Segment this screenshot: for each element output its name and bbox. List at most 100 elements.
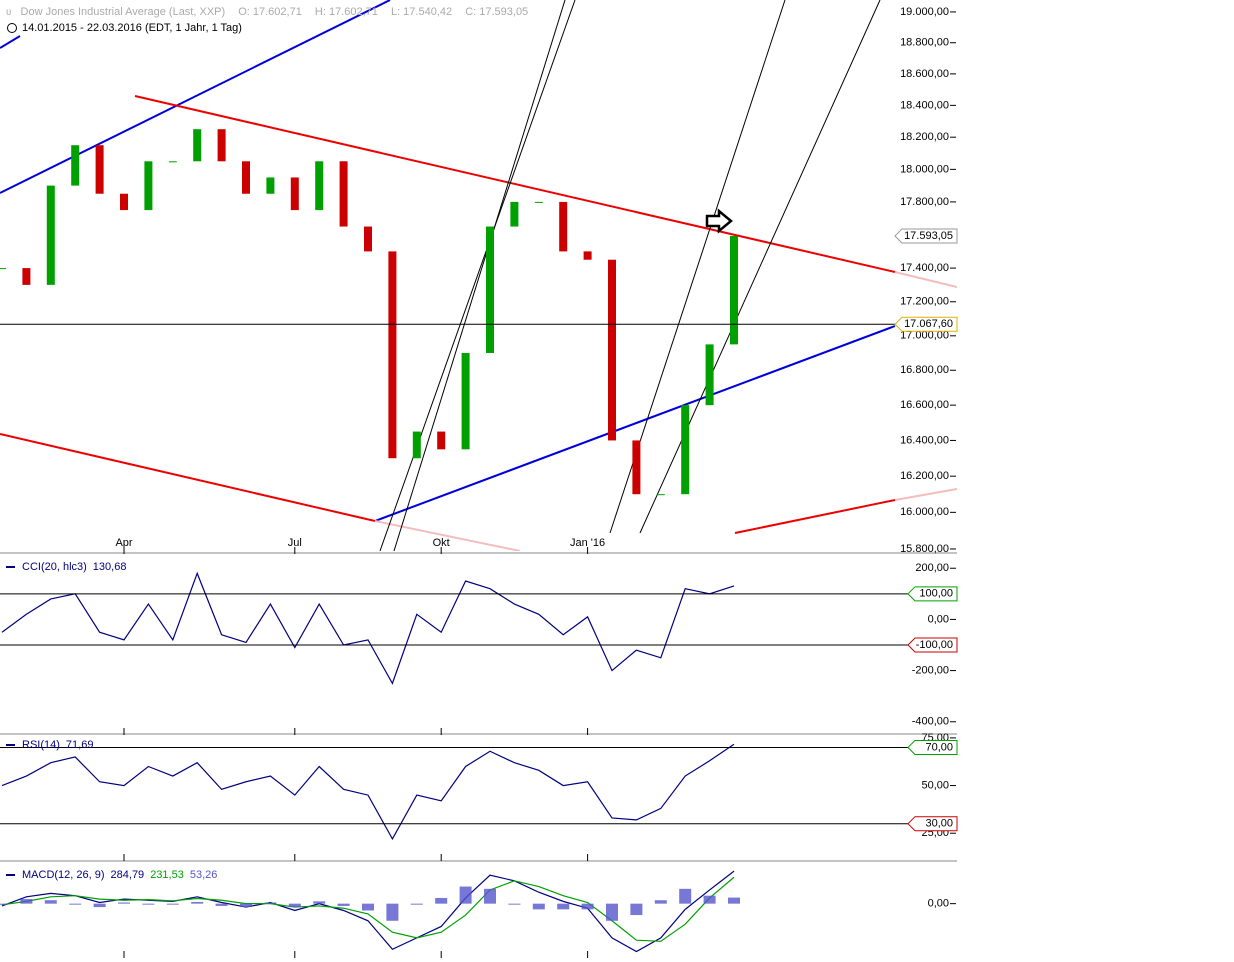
- histogram-bar: [0, 903, 8, 905]
- y-tick-label: 19.000,00: [900, 6, 949, 18]
- x-tick-label: Jul: [288, 537, 302, 549]
- cci-panel: [1, 571, 735, 685]
- histogram-bar: [118, 902, 130, 904]
- price-bar: [290, 177, 299, 211]
- histogram-bar: [532, 903, 545, 910]
- series-line: [1, 571, 735, 685]
- value-label: 284,79: [111, 869, 145, 881]
- series-line: [1, 870, 735, 953]
- price-bar: [266, 177, 275, 194]
- price-bar: [681, 405, 690, 495]
- histogram-bar: [166, 903, 179, 905]
- value-label: 53,26: [190, 869, 218, 881]
- value-label: 71,69: [66, 739, 94, 751]
- marker-label: 17.067,60: [904, 318, 953, 330]
- histogram-bar: [386, 903, 399, 921]
- x-tick-label: Jan '16: [570, 537, 605, 549]
- chart-subtitle: 14.01.2015 - 22.03.2016 (EDT, 1 Jahr, 1 …: [22, 22, 242, 34]
- histogram-bar: [191, 901, 204, 904]
- price-bar: [364, 226, 372, 252]
- y-tick-label: 16.600,00: [900, 399, 949, 411]
- histogram-bar: [337, 903, 350, 906]
- price-bar: [339, 161, 348, 227]
- histogram-bar: [703, 895, 716, 904]
- series-line: [1, 743, 735, 841]
- level-label: -100,00: [916, 639, 953, 651]
- trend-line: [134, 95, 896, 273]
- price-bar: [217, 129, 226, 162]
- y-tick-label: 18.200,00: [900, 131, 949, 143]
- level-label: 70,00: [925, 741, 953, 753]
- y-tick-label: 18.800,00: [900, 37, 949, 49]
- histogram-bar: [508, 903, 521, 905]
- marker-label: 17.593,05: [904, 230, 953, 242]
- histogram-bar: [557, 903, 570, 910]
- price-bar: [388, 251, 397, 459]
- trend-line: [639, 0, 881, 534]
- level-label: 30,00: [925, 818, 953, 830]
- histogram-bar: [240, 903, 252, 908]
- histogram-bar: [215, 903, 228, 906]
- y-tick-label: 16.800,00: [900, 364, 949, 376]
- histogram-bar: [728, 897, 740, 904]
- value-label: 130,68: [93, 561, 127, 573]
- price-bar: [730, 235, 738, 345]
- marker-tag: [894, 316, 958, 332]
- level-tag: [907, 586, 958, 602]
- histogram-bar: [679, 888, 692, 904]
- x-tick-label: Apr: [115, 537, 132, 549]
- histogram-bar: [606, 903, 618, 921]
- price-bar: [486, 226, 494, 353]
- chart-title: Dow Jones Industrial Average (Last, XXP): [21, 6, 226, 18]
- stat: O: 17.602,71: [238, 6, 302, 18]
- level-tag: [907, 637, 958, 653]
- price-bar: [583, 251, 592, 260]
- price-bar: [95, 145, 104, 194]
- trend-line: [379, 0, 576, 551]
- price-bar: [242, 161, 250, 194]
- histogram-bar: [459, 886, 472, 904]
- histogram-bar: [362, 903, 374, 911]
- histogram-bar: [264, 902, 277, 904]
- price-bar: [656, 494, 665, 496]
- histogram-bar: [93, 903, 106, 908]
- y-tick-label: 15.800,00: [900, 543, 949, 555]
- y-tick-label: 16.000,00: [900, 506, 949, 518]
- histogram-bar: [69, 903, 82, 905]
- price-bar: [461, 352, 470, 450]
- price-bar: [632, 440, 641, 495]
- x-tick-label: Okt: [433, 537, 450, 549]
- y-tick-label: 17.200,00: [900, 296, 949, 308]
- y-tick-label: 50,00: [921, 779, 949, 791]
- histogram-bar: [654, 900, 667, 904]
- histogram-bar: [484, 888, 496, 904]
- macd-panel: [0, 870, 740, 953]
- price-bar: [315, 161, 324, 211]
- price-bar: [22, 268, 31, 285]
- price-bar: [705, 344, 714, 406]
- price-bar: [0, 268, 6, 270]
- level-tag: [907, 816, 958, 832]
- panel-header: RSI(14) 71,69: [22, 739, 93, 751]
- y-tick-label: 18.600,00: [900, 68, 949, 80]
- y-tick-label: 16.200,00: [900, 470, 949, 482]
- trend-line: [374, 325, 896, 522]
- price-bar: [144, 161, 153, 211]
- price-bar: [437, 431, 446, 450]
- price-bar: [168, 161, 177, 163]
- y-tick-label: 18.400,00: [900, 99, 949, 111]
- price-bar: [559, 201, 568, 252]
- y-tick-label: 16.400,00: [900, 434, 949, 446]
- trend-line: [393, 0, 566, 551]
- y-tick-label: 17.800,00: [900, 196, 949, 208]
- histogram-bar: [435, 897, 448, 904]
- legend-label: RSI(14): [22, 739, 60, 751]
- trend-line: [894, 488, 957, 501]
- stat: C: 17.593,05: [465, 6, 528, 18]
- level-tag: [907, 739, 958, 755]
- rsi-panel: [1, 743, 735, 841]
- level-label: 100,00: [919, 588, 953, 600]
- panel-header: MACD(12, 26, 9) 284,79 231,53 53,26: [22, 869, 217, 881]
- y-tick-label: 17.400,00: [900, 262, 949, 274]
